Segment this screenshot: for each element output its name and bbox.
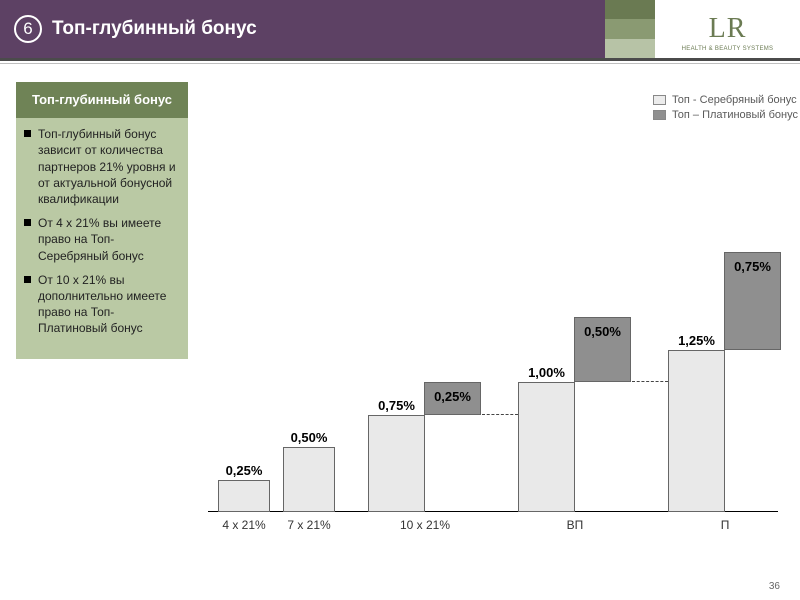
bar-silver-label: 0,50% xyxy=(291,430,328,445)
bar-chart: 0,25%4 x 21%0,50%7 x 21%0,75%0,25%10 x 2… xyxy=(208,122,778,512)
chart-legend: Топ - Серебряный бонус Топ – Платиновый … xyxy=(653,94,798,124)
slide-number-circle: 6 xyxy=(14,15,42,43)
bar-platinum: 0,25% xyxy=(424,382,481,415)
bar-silver-label: 1,25% xyxy=(678,333,715,348)
bar-group: 1,00%0,50%ВП xyxy=(518,317,631,512)
bar-platinum: 0,50% xyxy=(574,317,631,382)
logo-subtitle: HEALTH & BEAUTY SYSTEMS xyxy=(682,46,774,52)
x-axis-label: 10 x 21% xyxy=(400,518,450,532)
sidebar: Топ-глубинный бонус Топ-глубинный бонус … xyxy=(16,82,188,546)
bar-platinum-label: 0,75% xyxy=(734,259,771,274)
header-logo-area: LR HEALTH & BEAUTY SYSTEMS xyxy=(655,0,800,58)
x-axis-label: 7 x 21% xyxy=(287,518,330,532)
dash-connector xyxy=(632,381,668,382)
bar-silver: 0,25% xyxy=(218,480,270,513)
sidebar-bullet: Топ-глубинный бонус зависит от количеств… xyxy=(24,126,180,207)
sidebar-bullet-list: Топ-глубинный бонус зависит от количеств… xyxy=(24,126,180,336)
legend-swatch-silver xyxy=(653,95,666,105)
stripe-light xyxy=(605,39,655,58)
slide-title: Топ-глубинный бонус xyxy=(52,18,257,40)
bar-silver-label: 0,25% xyxy=(226,463,263,478)
sidebar-heading: Топ-глубинный бонус xyxy=(16,82,188,118)
header-left: 6 Топ-глубинный бонус xyxy=(0,0,605,58)
bar-group: 1,25%0,75%П xyxy=(668,252,781,512)
bar-silver: 1,00% xyxy=(518,382,575,512)
dash-connector xyxy=(482,414,518,415)
bar-platinum: 0,75% xyxy=(724,252,781,350)
header-rule-thick xyxy=(0,58,800,61)
bar-silver: 1,25% xyxy=(668,350,725,513)
header-bar: 6 Топ-глубинный бонус LR HEALTH & BEAUTY… xyxy=(0,0,800,58)
chart-area: Топ - Серебряный бонус Топ – Платиновый … xyxy=(188,82,800,546)
sidebar-bullet: От 4 x 21% вы имеете право на Топ-Серебр… xyxy=(24,215,180,264)
bar-silver-label: 1,00% xyxy=(528,365,565,380)
bar-group: 0,75%0,25%10 x 21% xyxy=(368,382,481,512)
header-stripes xyxy=(605,0,655,58)
main-content: Топ-глубинный бонус Топ-глубинный бонус … xyxy=(0,64,800,546)
x-axis-label: 4 x 21% xyxy=(222,518,265,532)
bar-group: 0,25%4 x 21% xyxy=(218,480,270,513)
x-axis-label: П xyxy=(721,518,730,532)
page-number: 36 xyxy=(769,581,780,592)
sidebar-bullet: От 10 x 21% вы дополнительно имеете прав… xyxy=(24,272,180,337)
bar-silver-label: 0,75% xyxy=(378,398,415,413)
bar-platinum-label: 0,50% xyxy=(584,324,621,339)
legend-item-platinum: Топ – Платиновый бонус xyxy=(653,109,798,121)
legend-label-platinum: Топ – Платиновый бонус xyxy=(672,109,798,121)
bar-silver: 0,50% xyxy=(283,447,335,512)
bar-platinum-label: 0,25% xyxy=(434,389,471,404)
legend-item-silver: Топ - Серебряный бонус xyxy=(653,94,798,106)
stripe-dark xyxy=(605,0,655,19)
logo-main: LR xyxy=(709,13,747,45)
bar-group: 0,50%7 x 21% xyxy=(283,447,335,512)
bar-silver: 0,75% xyxy=(368,415,425,513)
slide-number: 6 xyxy=(23,19,32,39)
legend-swatch-platinum xyxy=(653,110,666,120)
stripe-med xyxy=(605,19,655,38)
sidebar-body: Топ-глубинный бонус зависит от количеств… xyxy=(16,118,188,358)
legend-label-silver: Топ - Серебряный бонус xyxy=(672,94,797,106)
x-axis-label: ВП xyxy=(567,518,584,532)
